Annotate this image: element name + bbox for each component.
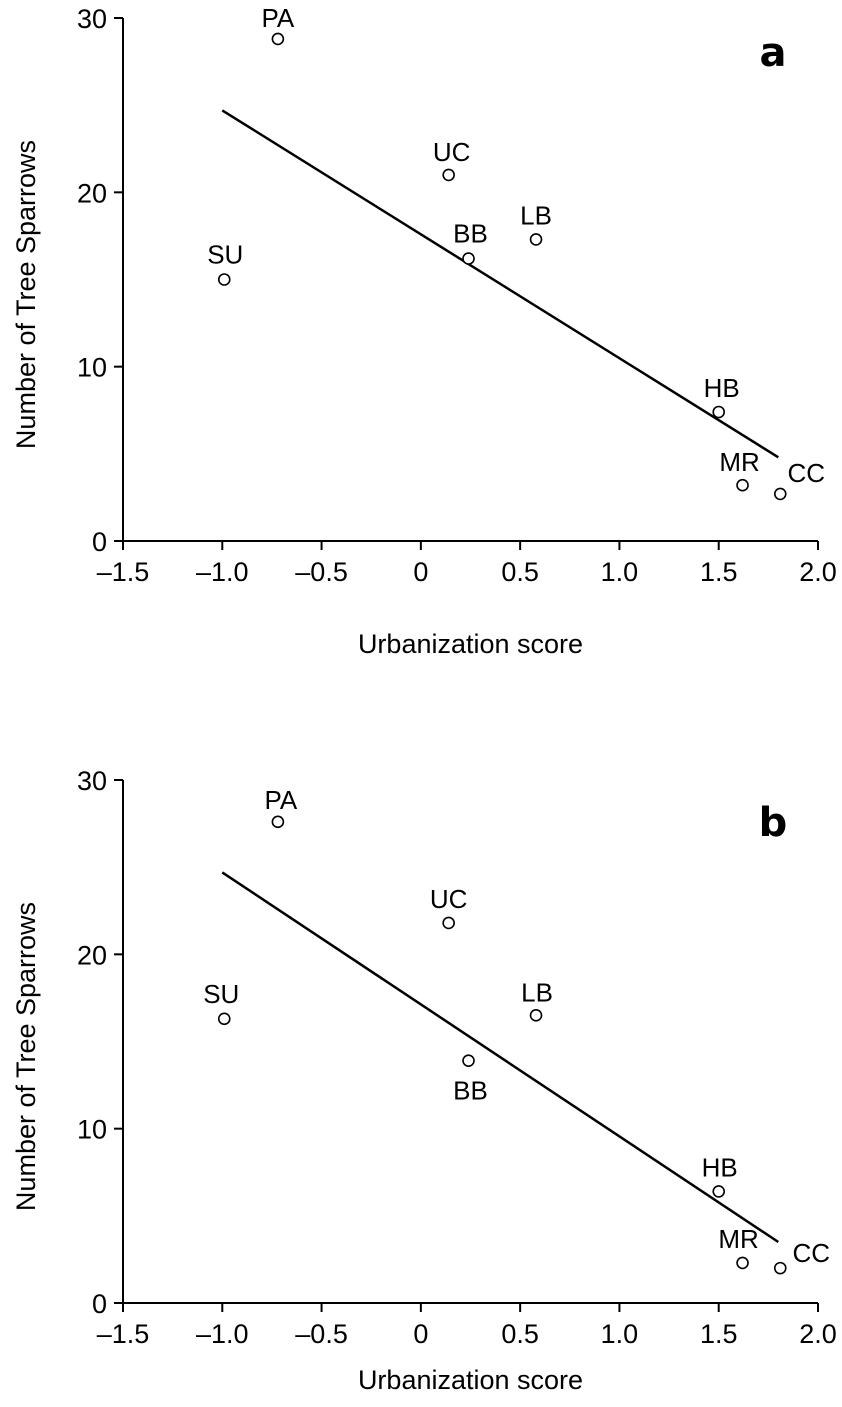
data-point-cc [773, 487, 787, 501]
data-point-mr [736, 478, 749, 492]
data-point-label-bb: BB [453, 1076, 488, 1106]
scatter-chart-b: –1.5 –1.0 –0.5 0 0.5 1.0 1.5 2.0 0 10 20 30 Urbaniza… [11, 766, 837, 1395]
data-point-bb [462, 252, 475, 265]
data-point-cc [773, 1261, 787, 1275]
data-point-label-pa: PA [262, 3, 295, 33]
data-point-lb [529, 1009, 543, 1022]
data-point-su [217, 273, 231, 286]
data-point-label-mr: MR [719, 447, 759, 477]
y-tick-label: 10 [77, 353, 107, 383]
regression-line [221, 871, 779, 1244]
data-point-su [217, 1012, 231, 1026]
x-tick-label: 1.5 [700, 1319, 738, 1349]
data-point-hb [712, 405, 726, 419]
data-point-hb [712, 1185, 726, 1198]
x-tick-label: 2.0 [799, 1319, 837, 1349]
data-point-label-cc: CC [792, 1238, 830, 1268]
y-tick-label: 0 [92, 527, 107, 557]
x-tick-label: –1.5 [97, 557, 150, 587]
panel-letter: b [759, 800, 788, 846]
x-tick-label: –1.5 [97, 1319, 150, 1349]
y-axis-title: Number of Tree Sparrows [11, 140, 41, 449]
data-point-pa [271, 815, 285, 829]
x-tick-label: 2.0 [799, 557, 837, 587]
data-point-label-pa: PA [265, 785, 298, 815]
data-point-label-uc: UC [433, 137, 471, 167]
x-tick-label: 0.5 [501, 1319, 539, 1349]
data-point-uc [442, 168, 455, 182]
data-point-label-bb: BB [453, 219, 488, 249]
data-point-label-su: SU [207, 240, 243, 270]
x-tick-label: 0 [413, 557, 428, 587]
y-tick-label: 20 [77, 940, 107, 970]
x-tick-label: –1.0 [196, 1319, 249, 1349]
data-point-label-lb: LB [520, 200, 552, 230]
data-point-label-cc: CC [787, 458, 825, 488]
chart-panel-b: –1.5 –1.0 –0.5 0 0.5 1.0 1.5 2.0 0 10 20 30 Urbaniza… [0, 700, 842, 1407]
x-tick-label: 0.5 [501, 557, 539, 587]
data-point-label-mr: MR [718, 1224, 758, 1254]
data-point-uc [442, 916, 455, 930]
data-point-mr [736, 1256, 749, 1270]
x-tick-label: 0 [413, 1319, 428, 1349]
x-tick-label: 1.0 [601, 557, 639, 587]
x-tick-label: –0.5 [295, 557, 348, 587]
x-axis-title: Urbanization score [358, 629, 583, 659]
y-tick-label: 20 [77, 178, 107, 208]
scatter-chart-a: –1.5 –1.0 –0.5 0 0.5 1.0 1.5 2.0 0 10 20 30 Urbaniza… [11, 3, 837, 659]
data-point-label-uc: UC [430, 884, 468, 914]
data-point-pa [271, 32, 285, 46]
x-tick-label: 1.5 [700, 557, 738, 587]
chart-panel-a: –1.5 –1.0 –0.5 0 0.5 1.0 1.5 2.0 0 10 20 30 Urbaniza… [0, 0, 842, 700]
data-point-label-su: SU [203, 979, 239, 1009]
y-tick-label: 30 [77, 4, 107, 34]
y-axis-title: Number of Tree Sparrows [11, 902, 41, 1211]
y-tick-label: 10 [77, 1115, 107, 1145]
data-point-label-hb: HB [702, 1152, 738, 1182]
x-tick-label: –0.5 [295, 1319, 348, 1349]
regression-line [221, 109, 779, 459]
data-point-lb [529, 233, 543, 246]
data-point-label-lb: LB [521, 977, 553, 1007]
x-tick-label: –1.0 [196, 557, 249, 587]
data-point-label-hb: HB [704, 373, 740, 403]
y-tick-label: 30 [77, 766, 107, 796]
panel-letter: a [760, 30, 787, 76]
x-axis-title: Urbanization score [358, 1365, 583, 1395]
data-point-bb [462, 1054, 475, 1067]
y-tick-label: 0 [92, 1289, 107, 1319]
x-tick-label: 1.0 [601, 1319, 639, 1349]
